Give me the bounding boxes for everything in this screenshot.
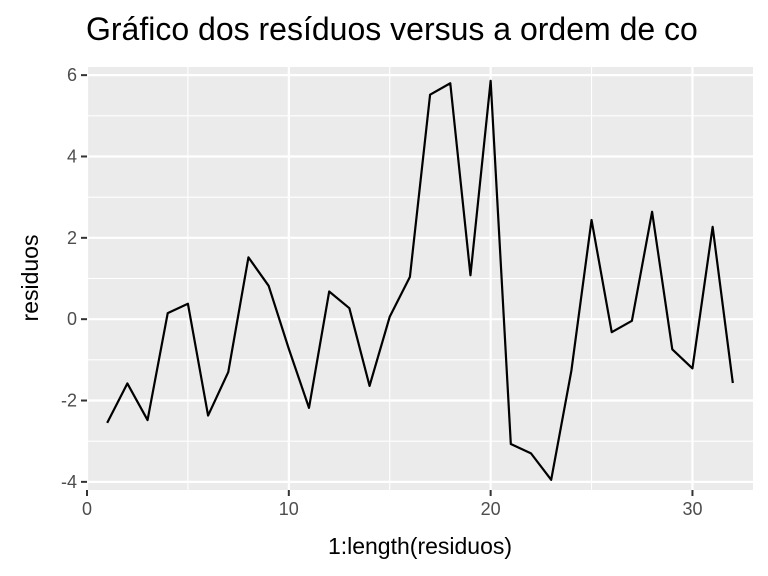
y-tick-label: 0 [67, 309, 77, 329]
chart-title: Gráfico dos resíduos versus a ordem de c… [86, 11, 698, 47]
x-tick-label: 30 [682, 499, 702, 519]
y-tick-label: 2 [67, 228, 77, 248]
x-axis-title: 1:length(residuos) [328, 533, 512, 559]
y-tick-label: -4 [61, 472, 77, 492]
y-axis-title: residuos [17, 235, 43, 322]
y-axis-ticks: -4 -2 0 2 4 6 [61, 65, 87, 492]
y-tick-label: -2 [61, 391, 77, 411]
residuals-line [106, 79, 734, 481]
x-tick-label: 0 [82, 499, 92, 519]
minor-gridlines [87, 67, 753, 490]
y-tick-label: 6 [67, 65, 77, 85]
x-tick-label: 10 [279, 499, 299, 519]
x-tick-label: 20 [481, 499, 501, 519]
major-gridlines [85, 67, 753, 490]
x-axis-ticks: 0 10 20 30 [82, 490, 702, 519]
y-tick-label: 4 [67, 146, 77, 166]
